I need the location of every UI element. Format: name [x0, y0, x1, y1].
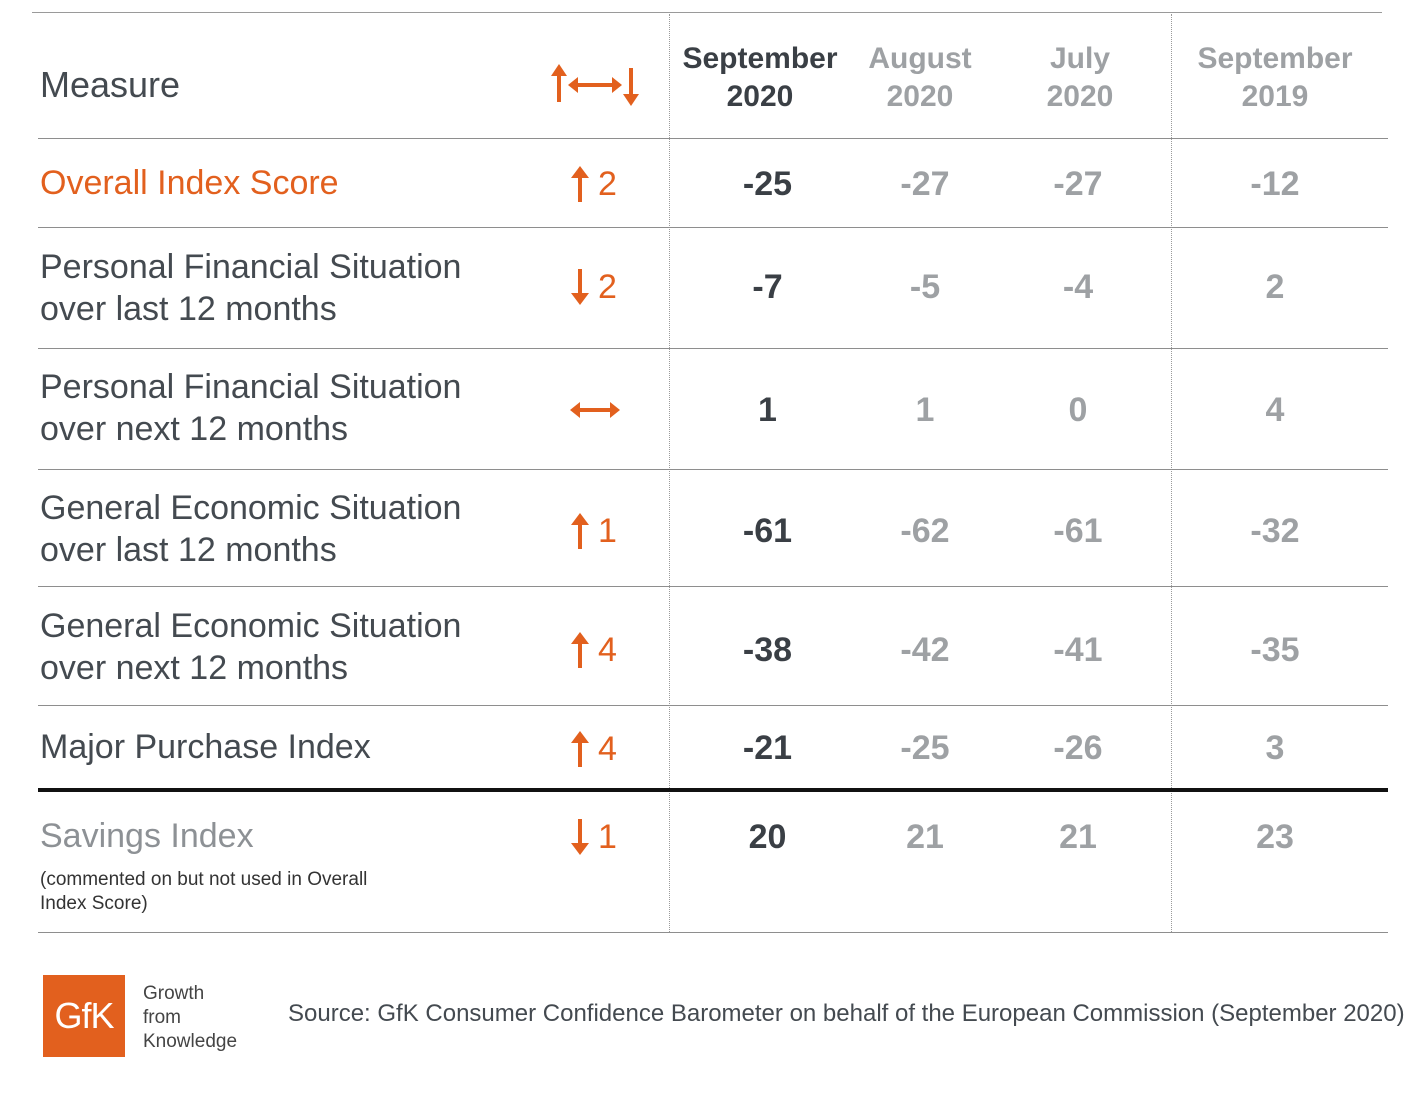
value-jul-2020: 0 [1068, 391, 1088, 429]
measure-header: Measure [40, 64, 181, 105]
value-sep-2019: -32 [1250, 512, 1300, 550]
value-sep-2020: -21 [742, 729, 793, 767]
value-sep-2020: -25 [742, 165, 793, 203]
change-value: 4 [598, 729, 617, 768]
value-aug-2020: -42 [900, 631, 950, 669]
value-aug-2020: 21 [906, 818, 944, 856]
gfk-logo: GfK [43, 975, 125, 1057]
change-indicator: 2 [568, 162, 617, 206]
column-divider [1171, 14, 1172, 932]
value-aug-2020: -62 [900, 512, 950, 550]
change-value: 2 [598, 267, 617, 306]
value-sep-2020: 1 [758, 391, 777, 429]
row-label-major-purchase: Major Purchase Index [40, 728, 371, 766]
value-sep-2020: -38 [742, 631, 793, 669]
logo-tagline: Growth from Knowledge [143, 983, 238, 1052]
value-sep-2020: -61 [742, 512, 793, 550]
arrow-down-icon [571, 819, 589, 855]
value-sep-2019: 3 [1265, 729, 1285, 767]
change-value: 1 [598, 817, 617, 856]
row-label-savings-index: Savings Index [40, 817, 254, 855]
value-sep-2019: 23 [1256, 818, 1294, 856]
savings-divider [38, 788, 1388, 792]
change-indicator: 4 [568, 727, 617, 771]
change-direction-header [548, 60, 642, 110]
savings-note: (commented on but not used in Overall In… [40, 869, 368, 914]
arrow-both-icon [570, 402, 620, 418]
row-label-overall-index: Overall Index Score [40, 164, 339, 202]
row-divider [38, 705, 1388, 706]
arrow-up-icon [571, 513, 589, 549]
row-divider [38, 138, 1388, 139]
row-label-general-economic-last: General Economic Situation over last 12 m… [40, 489, 462, 569]
column-header-aug-2020: August 2020 [868, 42, 972, 113]
row-divider [38, 348, 1388, 349]
value-jul-2020: -4 [1062, 268, 1094, 306]
value-jul-2020: -61 [1053, 512, 1103, 550]
arrow-up-icon [571, 166, 589, 202]
row-divider [38, 586, 1388, 587]
value-jul-2020: -27 [1053, 165, 1103, 203]
change-indicator: 4 [568, 628, 617, 672]
arrow-up-icon [571, 632, 589, 668]
change-value: 1 [598, 511, 617, 550]
value-sep-2020: -7 [752, 268, 783, 306]
value-aug-2020: 1 [915, 391, 935, 429]
source-note: Source: GfK Consumer Confidence Baromete… [288, 1000, 1405, 1027]
value-jul-2020: -41 [1053, 631, 1103, 669]
value-sep-2019: -35 [1250, 631, 1300, 669]
table-top-border [32, 12, 1382, 13]
row-label-personal-financial-next: Personal Financial Situation over next 12… [40, 368, 462, 448]
column-header-jul-2020: July 2020 [1046, 42, 1114, 113]
column-header-sep-2020: September 2020 [682, 42, 838, 113]
value-sep-2019: 2 [1265, 268, 1285, 306]
change-value: 4 [598, 630, 617, 669]
value-jul-2020: -26 [1053, 729, 1103, 767]
table-bottom-border [38, 932, 1388, 933]
value-aug-2020: -27 [900, 165, 950, 203]
column-divider [669, 14, 670, 932]
value-aug-2020: -25 [900, 729, 950, 767]
value-sep-2020: 20 [748, 818, 787, 856]
value-sep-2019: -12 [1250, 165, 1300, 203]
arrow-down-icon [571, 269, 589, 305]
value-jul-2020: 21 [1059, 818, 1097, 856]
change-indicator [568, 388, 622, 432]
arrow-up-icon [571, 731, 589, 767]
row-divider [38, 469, 1388, 470]
change-indicator: 1 [568, 815, 617, 859]
value-aug-2020: -5 [909, 268, 941, 306]
change-indicator: 2 [568, 265, 617, 309]
column-header-sep-2019: September 2019 [1197, 42, 1353, 113]
row-divider [38, 227, 1388, 228]
row-label-general-economic-next: General Economic Situation over next 12 m… [40, 607, 462, 687]
row-label-personal-financial-last: Personal Financial Situation over last 12… [40, 248, 462, 328]
value-sep-2019: 4 [1265, 391, 1285, 429]
change-value: 2 [598, 164, 617, 203]
change-indicator: 1 [568, 509, 617, 553]
